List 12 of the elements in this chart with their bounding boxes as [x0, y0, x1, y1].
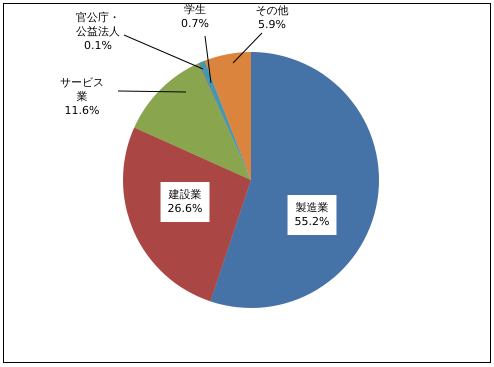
data-label: 26.6%: [168, 202, 202, 215]
slice-label: 製造業: [296, 200, 328, 214]
slice-label: 官公庁・公益法人: [76, 10, 120, 38]
data-label: 5.9%: [258, 18, 286, 31]
data-label: 0.1%: [84, 38, 112, 52]
data-label: 0.7%: [181, 16, 209, 30]
slice-label: 建設業: [168, 188, 202, 201]
data-label: 11.6%: [64, 104, 100, 117]
slice-label: その他: [256, 4, 288, 17]
slice-label: サービス業: [60, 76, 104, 103]
data-label: 55.2%: [294, 214, 330, 228]
slice-label: 学生: [184, 2, 206, 16]
